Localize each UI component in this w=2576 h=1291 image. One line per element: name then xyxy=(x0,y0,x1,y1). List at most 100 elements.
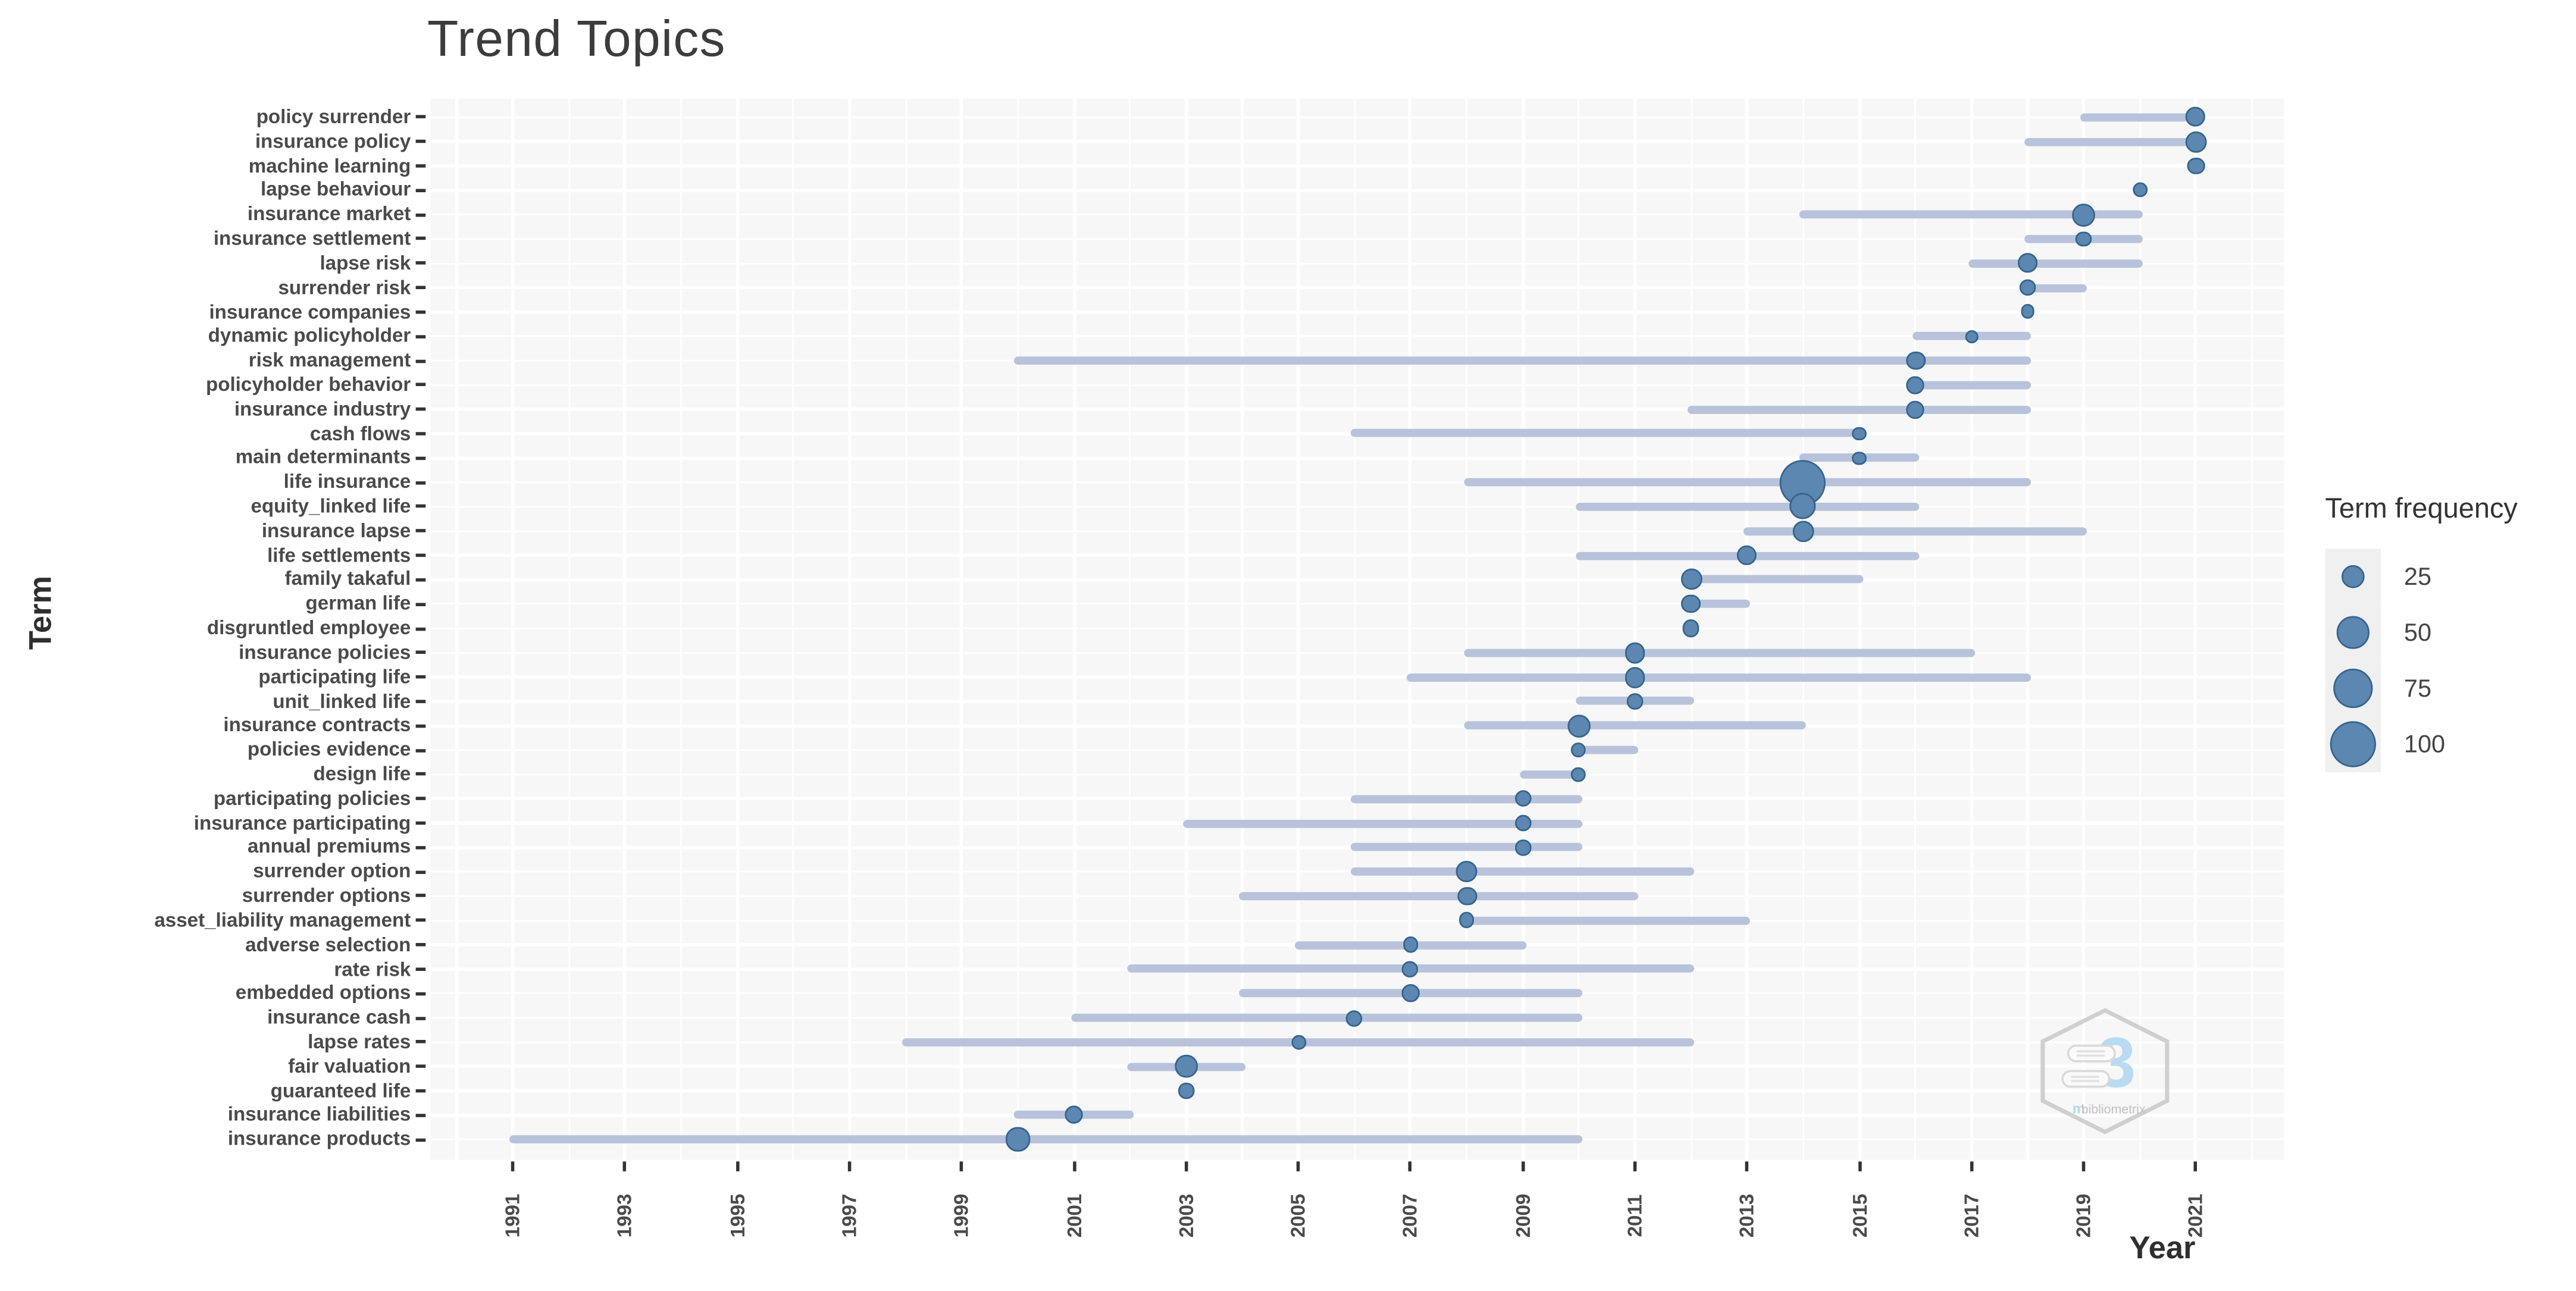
horizontal-gridline xyxy=(430,676,2284,679)
term-bubble xyxy=(2072,203,2095,226)
horizontal-gridline xyxy=(430,311,2284,314)
x-axis-year-label: 2015 xyxy=(1848,1193,1871,1238)
horizontal-gridline xyxy=(430,140,2284,143)
bibliometrix-watermark-logo: 3 m bibliometrix xyxy=(2034,1007,2176,1135)
hexagon-outline-icon xyxy=(2040,1008,2170,1135)
term-range-line xyxy=(1182,819,1582,828)
term-range-line xyxy=(1463,721,1807,730)
term-bubble xyxy=(1178,1083,1194,1099)
legend-bubble-icon xyxy=(2330,721,2376,767)
y-axis-term-label: surrender options xyxy=(242,883,411,907)
term-bubble xyxy=(2076,231,2092,247)
term-range-line xyxy=(2024,283,2087,292)
x-axis-tick xyxy=(2082,1161,2086,1171)
y-axis-tick xyxy=(415,1064,426,1068)
y-axis-term-label: lapse behaviour xyxy=(261,178,411,202)
term-bubble xyxy=(1457,886,1477,906)
y-axis-tick xyxy=(415,870,426,874)
y-axis-term-label: insurance cash xyxy=(267,1005,411,1029)
term-bubble xyxy=(2018,253,2037,273)
y-axis-tick xyxy=(415,894,426,898)
y-axis-tick xyxy=(415,481,426,484)
y-axis-term-label: insurance products xyxy=(227,1127,411,1151)
y-axis-tick xyxy=(415,286,426,290)
legend-size-value: 75 xyxy=(2403,674,2432,703)
term-bubble xyxy=(2186,107,2206,127)
term-bubble xyxy=(1624,666,1646,688)
y-axis-tick xyxy=(415,943,426,947)
term-range-line xyxy=(1575,745,1639,754)
term-bubble xyxy=(2185,130,2207,153)
term-bubble xyxy=(1681,594,1701,614)
y-axis-term-label: dynamic policyholder xyxy=(208,324,411,347)
term-range-line xyxy=(1463,916,1751,925)
y-axis-term-label: insurance participating xyxy=(193,811,411,834)
term-bubble xyxy=(1065,1105,1084,1124)
horizontal-gridline xyxy=(430,724,2284,727)
y-axis-term-label: policies evidence xyxy=(247,738,411,762)
plot-panel xyxy=(430,98,2284,1160)
y-axis-term-label: lapse risk xyxy=(320,251,411,274)
y-axis-tick xyxy=(415,1089,426,1093)
term-bubble xyxy=(1906,376,1924,394)
horizontal-gridline xyxy=(430,456,2284,459)
legend-item: 75 xyxy=(2325,660,2571,716)
horizontal-gridline xyxy=(430,919,2284,922)
legend-bubble-icon xyxy=(2333,668,2373,709)
y-axis-term-label: disgruntled employee xyxy=(206,616,411,640)
y-axis-term-label: insurance lapse xyxy=(261,519,411,542)
y-axis-tick xyxy=(415,821,426,825)
y-axis-tick xyxy=(415,1138,426,1142)
horizontal-gridline xyxy=(430,481,2284,484)
x-axis-tick xyxy=(735,1161,739,1171)
y-axis-tick xyxy=(415,1040,426,1044)
term-bubble xyxy=(1906,400,1924,419)
y-axis-term-label: insurance market xyxy=(247,202,411,226)
y-axis-term-label: lapse rates xyxy=(308,1030,411,1053)
horizontal-gridline xyxy=(430,1089,2284,1092)
x-axis-tick xyxy=(2194,1161,2198,1171)
y-axis-tick xyxy=(415,505,426,509)
term-bubble xyxy=(1627,693,1643,710)
logo-3-glyph: 3 xyxy=(2096,1024,2136,1102)
x-axis-tick xyxy=(623,1161,627,1171)
term-range-line xyxy=(1351,794,1582,803)
term-bubble xyxy=(1291,1034,1306,1050)
y-axis-term-label: main determinants xyxy=(235,446,411,469)
legend-bubble-icon xyxy=(2341,565,2365,588)
horizontal-gridline xyxy=(430,116,2284,119)
term-bubble xyxy=(2187,156,2205,175)
legend-item: 100 xyxy=(2325,716,2571,772)
term-bubble xyxy=(1403,936,1419,953)
term-range-line xyxy=(1015,356,2032,365)
y-axis-tick xyxy=(415,748,426,752)
y-axis-tick xyxy=(415,626,426,630)
x-axis-tick xyxy=(847,1161,852,1171)
y-axis-term-label: equity_linked life xyxy=(251,494,411,518)
term-bubble xyxy=(1792,520,1814,542)
y-axis-tick xyxy=(415,237,426,241)
y-axis-tick xyxy=(415,359,426,363)
y-axis-term-label: family takaful xyxy=(284,568,411,591)
y-axis-tick xyxy=(415,578,426,582)
term-bubble xyxy=(1964,329,1979,343)
y-axis-tick xyxy=(415,651,426,654)
term-range-line xyxy=(1407,673,2032,681)
legend-key-swatch xyxy=(2325,660,2381,716)
y-axis-tick xyxy=(415,164,426,168)
horizontal-gridline xyxy=(430,1114,2284,1117)
x-axis-tick xyxy=(511,1161,515,1171)
term-range-line xyxy=(1912,381,2031,390)
y-axis-tick xyxy=(415,724,426,728)
horizontal-gridline xyxy=(430,408,2284,411)
y-axis-term-label: insurance companies xyxy=(209,299,411,323)
y-axis-tick xyxy=(415,213,426,217)
horizontal-gridline xyxy=(430,286,2284,289)
y-axis-term-label: cash flows xyxy=(309,421,411,445)
term-bubble xyxy=(1401,984,1420,1002)
term-bubble xyxy=(1737,545,1757,566)
x-axis-tick xyxy=(1184,1161,1188,1171)
legend-size-value: 25 xyxy=(2403,562,2432,591)
x-axis-tick xyxy=(960,1161,964,1171)
